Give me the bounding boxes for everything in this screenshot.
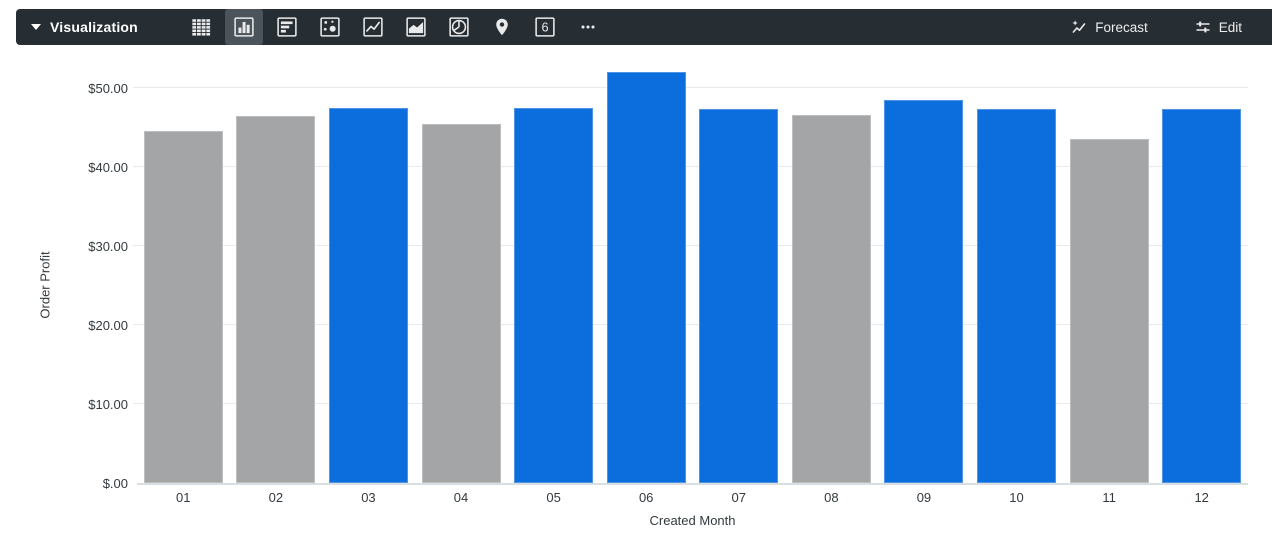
bar-chart-icon[interactable] [268, 9, 306, 45]
gridline [133, 245, 1248, 246]
gridline [133, 324, 1248, 325]
toolbar-actions: Forecast Edit [1070, 18, 1242, 36]
x-tick-label: 09 [916, 490, 932, 505]
map-chart-icon[interactable] [483, 9, 521, 45]
bar-month-10[interactable] [977, 109, 1057, 483]
bar-month-03[interactable] [328, 107, 408, 483]
caret-down-icon [31, 24, 41, 30]
bar-month-11[interactable] [1069, 138, 1149, 483]
scatter-chart-icon[interactable] [311, 9, 349, 45]
x-tick-label: 08 [824, 490, 839, 505]
y-axis-tick-labels: $.00 $10.00 $20.00 $30.00 $40.00 $50.00 [0, 81, 128, 491]
x-tick-label: 11 [1102, 490, 1116, 505]
bar-month-01[interactable] [143, 130, 223, 483]
x-tick-label: 12 [1194, 490, 1209, 505]
svg-text:6: 6 [541, 20, 548, 35]
x-tick-label: 03 [361, 490, 376, 505]
edit-settings-icon [1194, 18, 1212, 36]
gridline [133, 166, 1248, 167]
y-tick-label: $50.00 [88, 80, 128, 96]
bar-month-09[interactable] [884, 99, 964, 483]
y-tick-label: $10.00 [88, 396, 128, 412]
chart-type-strip: 6 [182, 9, 612, 45]
line-chart-icon[interactable] [354, 9, 392, 45]
bar-month-08[interactable] [791, 114, 871, 483]
plot-area [133, 72, 1248, 485]
x-tick-label: 07 [731, 490, 747, 505]
bar-month-07[interactable] [699, 109, 779, 483]
y-tick-label: $.00 [102, 475, 128, 491]
x-tick-label: 06 [638, 490, 654, 505]
x-tick-label: 10 [1009, 490, 1024, 505]
visualization-menu-button[interactable]: Visualization [31, 19, 138, 35]
edit-label: Edit [1218, 19, 1242, 35]
bar-month-06[interactable] [606, 72, 686, 483]
x-tick-label: 01 [176, 490, 191, 505]
x-axis-title: Created Month [649, 513, 736, 528]
more-chart-icon[interactable] [569, 9, 607, 45]
bar-month-05[interactable] [514, 107, 594, 483]
gridline [133, 403, 1248, 404]
x-tick-label: 05 [546, 490, 561, 505]
y-tick-label: $20.00 [88, 317, 128, 333]
bar-month-12[interactable] [1162, 109, 1242, 483]
single-value-chart-icon[interactable]: 6 [526, 9, 564, 45]
forecast-label: Forecast [1095, 19, 1148, 35]
forecast-button[interactable]: Forecast [1070, 18, 1148, 36]
x-tick-label: 04 [453, 490, 469, 505]
forecast-icon [1070, 18, 1088, 36]
pie-chart-icon[interactable] [440, 9, 478, 45]
bar-month-04[interactable] [421, 123, 501, 483]
table-chart-icon[interactable] [182, 9, 220, 45]
y-tick-label: $40.00 [88, 159, 128, 175]
chart: Order Profit $.00 $10.00 $20.00 $30.00 $40.0… [0, 45, 1272, 560]
bar-month-02[interactable] [236, 116, 316, 483]
edit-button[interactable]: Edit [1194, 18, 1242, 36]
column-chart-icon[interactable] [224, 9, 263, 45]
visualization-toolbar: Visualization 6 Forecast Edit [16, 9, 1272, 45]
gridline [133, 87, 1248, 88]
area-chart-icon[interactable] [397, 9, 435, 45]
y-tick-label: $30.00 [88, 238, 128, 254]
visualization-label: Visualization [50, 19, 138, 35]
x-tick-label: 02 [268, 490, 284, 505]
x-axis-tick-labels: 01 02 03 04 05 06 07 08 09 10 11 12 [0, 490, 1272, 507]
